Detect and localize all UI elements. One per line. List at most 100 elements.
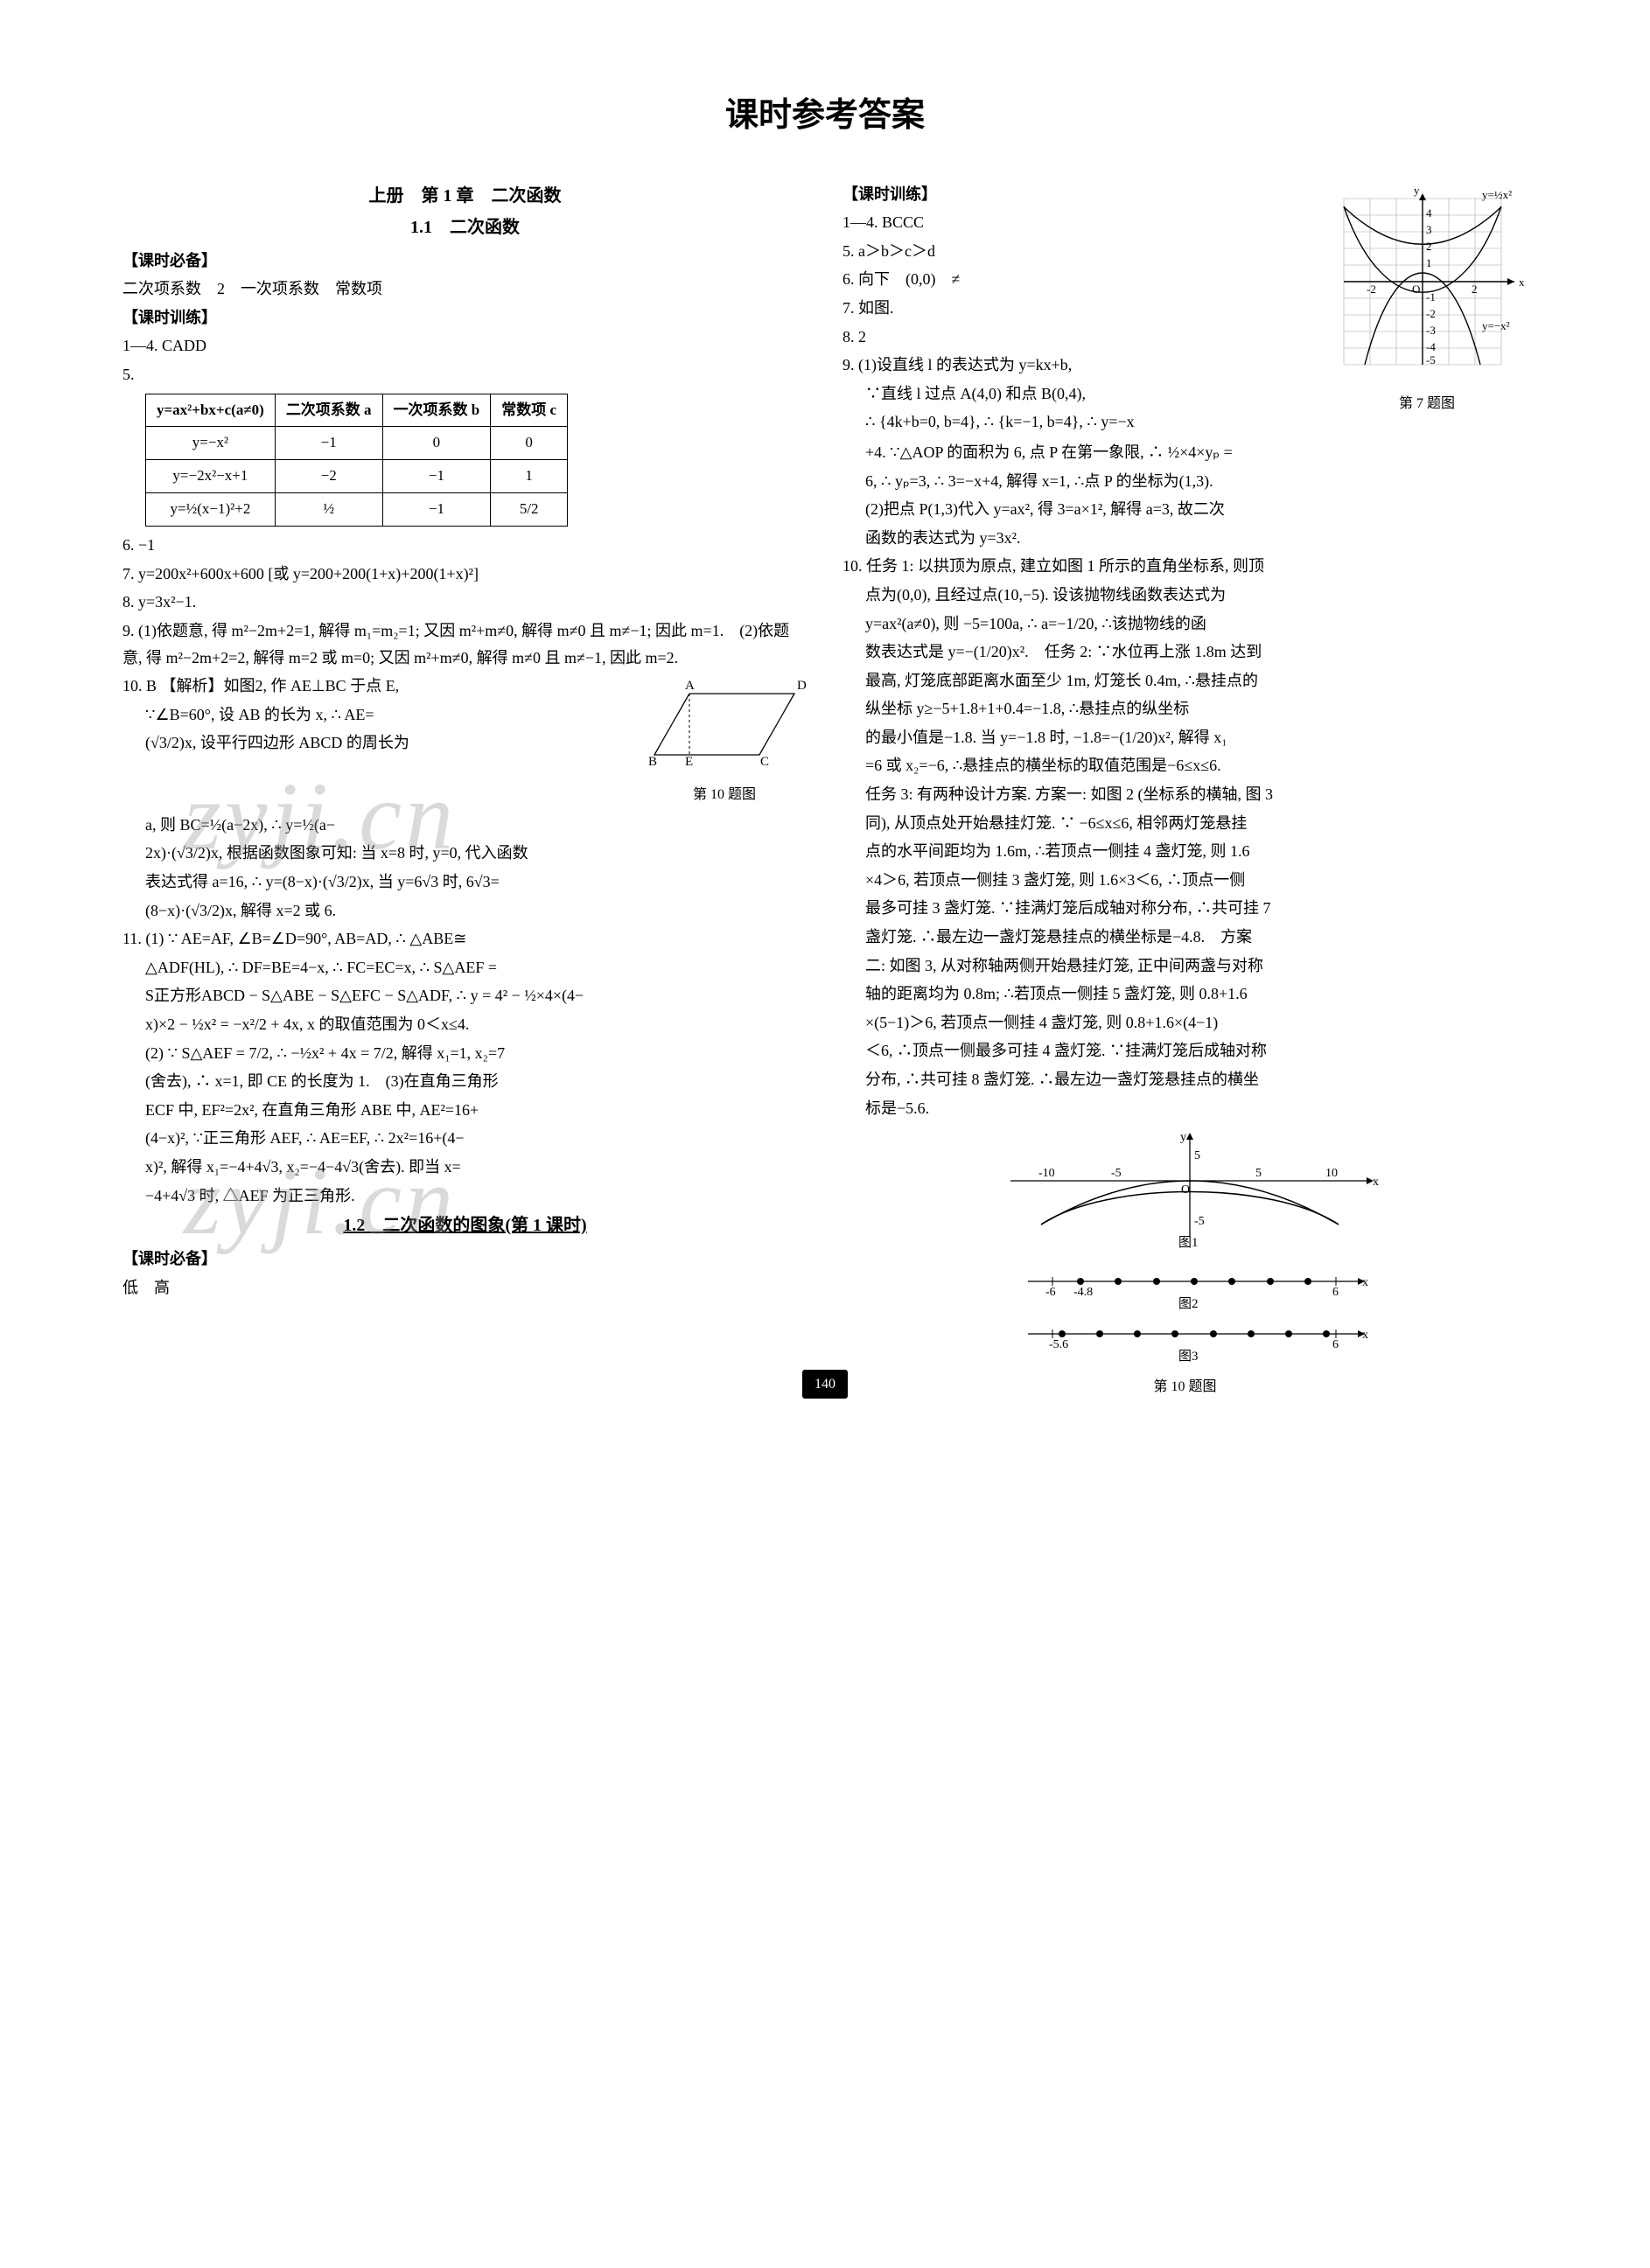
required-content: 二次项系数 2 一次项系数 常数项	[122, 276, 808, 303]
answer-10-line: 任务 3: 有两种设计方案. 方案一: 如图 2 (坐标系的横轴, 图 3	[842, 781, 1528, 808]
left-column: 上册 第 1 章 二次函数 1.1 二次函数 【课时必备】 二次项系数 2 一次…	[122, 179, 808, 1399]
figure-caption: 第 7 题图	[1326, 392, 1528, 415]
answer-10-line: 数表达式是 y=−(1/20)x². 任务 2: ∵水位再上涨 1.8m 达到	[842, 639, 1528, 666]
answer-10-line: ＜6, ∴顶点一侧最多可挂 4 盏灯笼. ∵挂满灯笼后成轴对称	[842, 1037, 1528, 1064]
svg-text:图2: 图2	[1178, 1296, 1199, 1311]
answer-10-line: 点为(0,0), 且经过点(10,−5). 设该抛物线函数表达式为	[842, 582, 1528, 609]
answer-11-line: ECF 中, EF²=2x², 在直角三角形 ABE 中, AE²=16+	[122, 1097, 808, 1124]
svg-text:-2: -2	[1367, 283, 1376, 296]
answer-9-line: 6, ∴ yₚ=3, ∴ 3=−x+4, 解得 x=1, ∴点 P 的坐标为(1…	[842, 468, 1528, 495]
svg-text:-5.6: -5.6	[1049, 1338, 1068, 1351]
table-row: y=−x² −1 0 0	[146, 427, 568, 460]
svg-text:y: y	[1180, 1131, 1186, 1144]
answer-11-line: △ADF(HL), ∴ DF=BE=4−x, ∴ FC=EC=x, ∴ S△AE…	[122, 954, 808, 981]
answer-11-line: S正方形ABCD − S△ABE − S△EFC − S△ADF, ∴ y = …	[122, 982, 808, 1009]
svg-text:10: 10	[1325, 1167, 1338, 1180]
chapter-heading: 上册 第 1 章 二次函数	[122, 181, 808, 211]
page-number-badge: 140	[802, 1370, 848, 1399]
table-row: y=½(x−1)²+2 ½ −1 5/2	[146, 493, 568, 527]
svg-text:-5: -5	[1111, 1167, 1122, 1180]
svg-text:6: 6	[1332, 1286, 1339, 1299]
required-heading-2: 【课时必备】	[122, 1246, 808, 1273]
col-head: 二次项系数 a	[275, 394, 382, 427]
svg-text:3: 3	[1426, 223, 1432, 236]
figure-q10-panels: -10 -5 5 10 5 -5 O x y	[842, 1128, 1528, 1399]
answer-11-line: (2) ∵ S△AEF = 7/2, ∴ −½x² + 4x = 7/2, 解得…	[122, 1040, 808, 1067]
svg-text:-6: -6	[1045, 1286, 1056, 1299]
svg-text:-5: -5	[1426, 353, 1436, 366]
answer-10-line: 分布, ∴共可挂 8 盏灯笼. ∴最左边一盏灯笼悬挂点的横坐	[842, 1066, 1528, 1093]
answer-10-line: 最多可挂 3 盏灯笼. ∵挂满灯笼后成轴对称分布, ∴共可挂 7	[842, 895, 1528, 922]
answer-10-line: 10. 任务 1: 以拱顶为原点, 建立如图 1 所示的直角坐标系, 则顶	[842, 553, 1528, 580]
right-column: O -2 2 4 3 2 1 -1 -2 -3 -4 -5 y=½x² y=−x…	[842, 179, 1528, 1399]
svg-text:-1: -1	[1426, 290, 1436, 304]
answer-5-prefix: 5.	[122, 361, 808, 388]
svg-text:D: D	[797, 679, 807, 693]
svg-text:5: 5	[1194, 1149, 1200, 1162]
answer-11-line: x)², 解得 x₁=−4+4√3, x₂=−4−4√3(舍去). 即当 x=	[122, 1154, 808, 1181]
answer-10-line: 二: 如图 3, 从对称轴两侧开始悬挂灯笼, 正中间两盏与对称	[842, 953, 1528, 980]
svg-text:-4: -4	[1426, 340, 1436, 353]
answer-10-line: 的最小值是−1.8. 当 y=−1.8 时, −1.8=−(1/20)x², 解…	[842, 724, 1528, 751]
svg-text:6: 6	[1332, 1338, 1339, 1351]
answer-5-table: y=ax²+bx+c(a≠0) 二次项系数 a 一次项系数 b 常数项 c y=…	[145, 394, 568, 527]
answer-11-line: x)×2 − ½x² = −x²/2 + 4x, x 的取值范围为 0＜x≤4.	[122, 1011, 808, 1038]
answer-9-line: +4. ∵△AOP 的面积为 6, 点 P 在第一象限, ∴ ½×4×yₚ =	[842, 439, 1528, 466]
answer-7: 7. y=200x²+600x+600 [或 y=200+200(1+x)+20…	[122, 561, 808, 588]
svg-text:2: 2	[1426, 240, 1432, 253]
svg-text:y=−x²: y=−x²	[1482, 319, 1510, 332]
svg-text:-3: -3	[1426, 324, 1436, 337]
answer-10-line: 2x)·(√3/2)x, 根据函数图象可知: 当 x=8 时, y=0, 代入函…	[122, 840, 808, 867]
answer-10-line: 轴的距离均为 0.8m; ∴若顶点一侧挂 5 盏灯笼, 则 0.8+1.6	[842, 980, 1528, 1008]
svg-text:-2: -2	[1426, 307, 1436, 320]
svg-text:x: x	[1519, 276, 1525, 289]
svg-text:C: C	[760, 755, 769, 769]
section-heading: 1.1 二次函数	[122, 213, 808, 242]
answer-8: 8. y=3x²−1.	[122, 589, 808, 616]
answer-6: 6. −1	[122, 532, 808, 559]
svg-text:x: x	[1362, 1329, 1368, 1342]
col-head: 一次项系数 b	[382, 394, 491, 427]
svg-text:x: x	[1373, 1176, 1379, 1189]
svg-text:y: y	[1414, 184, 1420, 197]
answer-1-4: 1—4. CADD	[122, 332, 808, 359]
svg-text:A: A	[685, 679, 695, 693]
table-row: y=−2x²−x+1 −2 −1 1	[146, 460, 568, 493]
svg-text:-4.8: -4.8	[1073, 1286, 1093, 1299]
svg-text:-10: -10	[1038, 1167, 1055, 1180]
figure-caption: 第 10 题图	[842, 1375, 1528, 1399]
answer-10-line: 同), 从顶点处开始悬挂灯笼. ∵ −6≤x≤6, 相邻两灯笼悬挂	[842, 810, 1528, 837]
svg-text:x: x	[1362, 1276, 1368, 1289]
figure-q10-parallelogram: A D B E C 第 10 题图	[641, 676, 808, 806]
answer-11-line: (舍去), ∴ x=1, 即 CE 的长度为 1. (3)在直角三角形	[122, 1068, 808, 1095]
answer-10-line: 点的水平间距均为 1.6m, ∴若顶点一侧挂 4 盏灯笼, 则 1.6	[842, 838, 1528, 865]
svg-text:2: 2	[1472, 283, 1478, 296]
table-row: y=ax²+bx+c(a≠0) 二次项系数 a 一次项系数 b 常数项 c	[146, 394, 568, 427]
required-content-2: 低 高	[122, 1274, 808, 1301]
svg-text:B: B	[648, 755, 657, 769]
col-head: 常数项 c	[491, 394, 568, 427]
answer-11-line: 11. (1) ∵ AE=AF, ∠B=∠D=90°, AB=AD, ∴ △AB…	[122, 925, 808, 953]
svg-text:O: O	[1412, 283, 1420, 296]
svg-text:-5: -5	[1194, 1215, 1205, 1228]
answer-10-line: ×(5−1)＞6, 若顶点一侧挂 4 盏灯笼, 则 0.8+1.6×(4−1)	[842, 1009, 1528, 1036]
answer-11-line: (4−x)², ∵正三角形 AEF, ∴ AE=EF, ∴ 2x²=16+(4−	[122, 1125, 808, 1152]
answer-10-line: 标是−5.6.	[842, 1095, 1528, 1122]
answer-9: 9. (1)依题意, 得 m²−2m+2=1, 解得 m₁=m₂=1; 又因 m…	[122, 618, 808, 671]
svg-text:图3: 图3	[1178, 1349, 1199, 1364]
page-title: 课时参考答案	[122, 87, 1528, 144]
svg-text:5: 5	[1255, 1167, 1262, 1180]
answer-9-line: 函数的表达式为 y=3x².	[842, 525, 1528, 552]
answer-10-line: ×4＞6, 若顶点一侧挂 3 盏灯笼, 则 1.6×3＜6, ∴顶点一侧	[842, 867, 1528, 894]
section-1-2-heading: 1.2 二次函数的图象(第 1 课时)	[122, 1211, 808, 1240]
svg-text:E: E	[685, 755, 693, 769]
answer-10-line: 最高, 灯笼底部距离水面至少 1m, 灯笼长 0.4m, ∴悬挂点的	[842, 667, 1528, 694]
answer-11-line: −4+4√3 时, △AEF 为正三角形.	[122, 1183, 808, 1210]
answer-10-line: =6 或 x₂=−6, ∴悬挂点的横坐标的取值范围是−6≤x≤6.	[842, 752, 1528, 779]
answer-10-line: 纵坐标 y≥−5+1.8+1+0.4=−1.8, ∴悬挂点的纵坐标	[842, 695, 1528, 722]
two-column-layout: 上册 第 1 章 二次函数 1.1 二次函数 【课时必备】 二次项系数 2 一次…	[122, 179, 1528, 1399]
svg-text:4: 4	[1426, 206, 1432, 220]
svg-text:1: 1	[1426, 256, 1432, 269]
figure-caption: 第 10 题图	[641, 783, 808, 806]
answer-10-line: 盏灯笼. ∴最左边一盏灯笼悬挂点的横坐标是−4.8. 方案	[842, 924, 1528, 951]
